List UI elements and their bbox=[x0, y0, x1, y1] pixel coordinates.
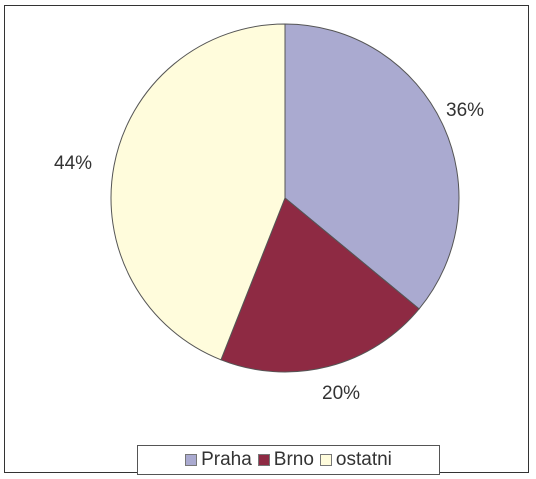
slice-label-brno: 20% bbox=[322, 383, 361, 404]
slice-brno bbox=[220, 197, 420, 373]
slice-label-praha: 36% bbox=[446, 100, 485, 121]
legend: Praha Brno ostatni bbox=[137, 445, 440, 475]
legend-item-brno: Brno bbox=[257, 449, 314, 471]
legend-swatch-praha bbox=[185, 454, 198, 466]
slice-label-ostatni: 44% bbox=[54, 153, 93, 174]
legend-item-ostatni: ostatni bbox=[319, 449, 392, 471]
legend-label-ostatni: ostatni bbox=[335, 449, 392, 470]
legend-item-praha: Praha bbox=[185, 449, 252, 471]
legend-swatch-brno bbox=[257, 454, 270, 466]
slice-praha bbox=[284, 23, 460, 310]
legend-label-praha: Praha bbox=[201, 449, 252, 470]
legend-swatch-ostatni bbox=[319, 454, 332, 466]
legend-label-brno: Brno bbox=[273, 449, 314, 470]
slice-ostatni bbox=[110, 23, 286, 361]
